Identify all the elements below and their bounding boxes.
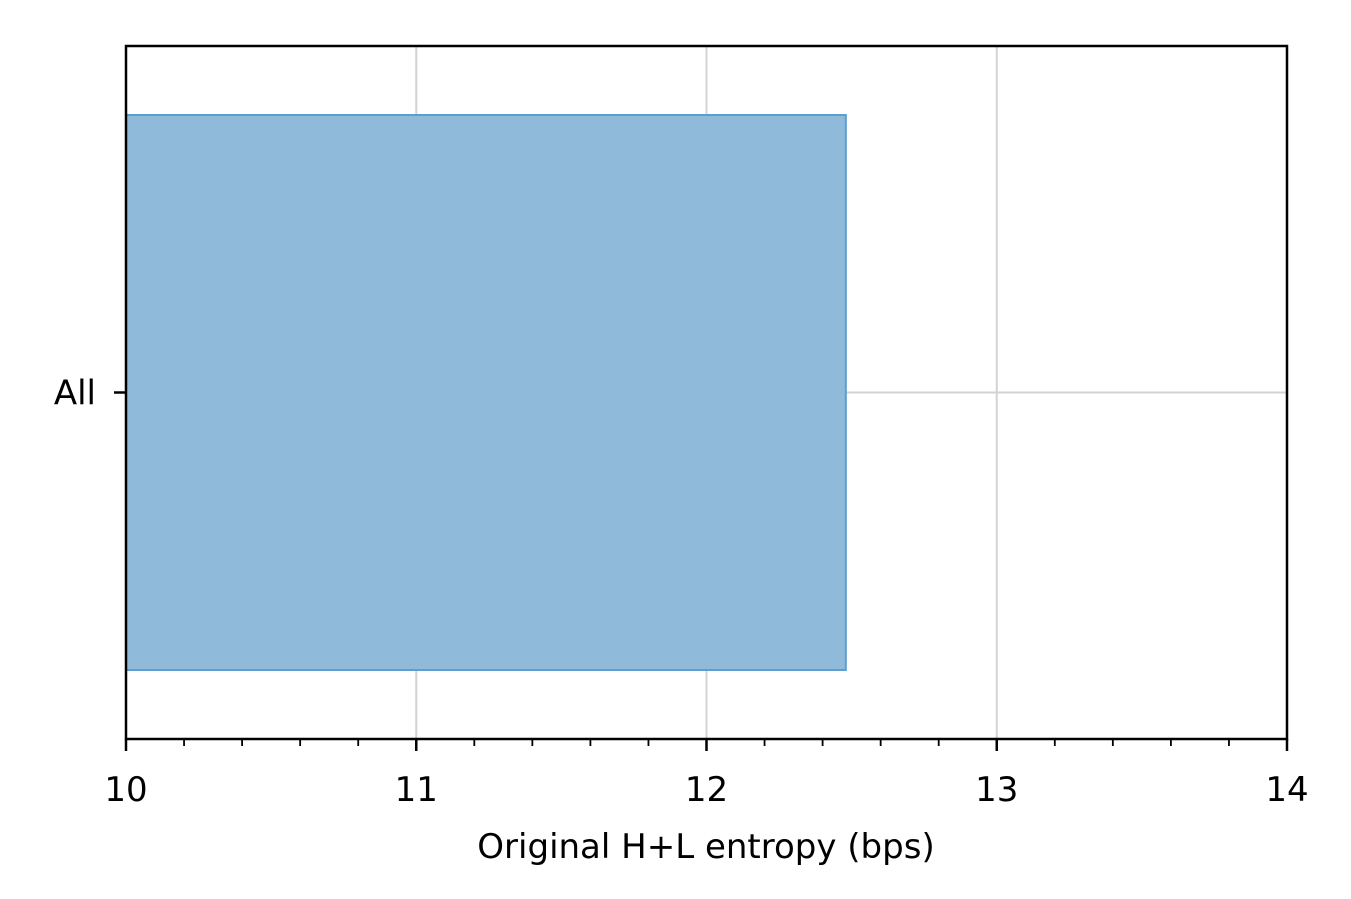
bars <box>125 114 847 671</box>
y-tick-label: All <box>54 374 96 414</box>
x-axis-label: Original H+L entropy (bps) <box>477 827 934 867</box>
x-tick-label: 13 <box>975 770 1018 810</box>
x-tick-label: 14 <box>1265 770 1308 810</box>
x-tick-label: 12 <box>685 770 728 810</box>
x-tick-label: 10 <box>104 770 147 810</box>
x-tick-label: 11 <box>395 770 438 810</box>
axis-tick-labels: 10 11 12 13 14 All <box>54 374 1309 811</box>
bar-all <box>125 114 847 671</box>
axis-ticks <box>114 391 1289 751</box>
